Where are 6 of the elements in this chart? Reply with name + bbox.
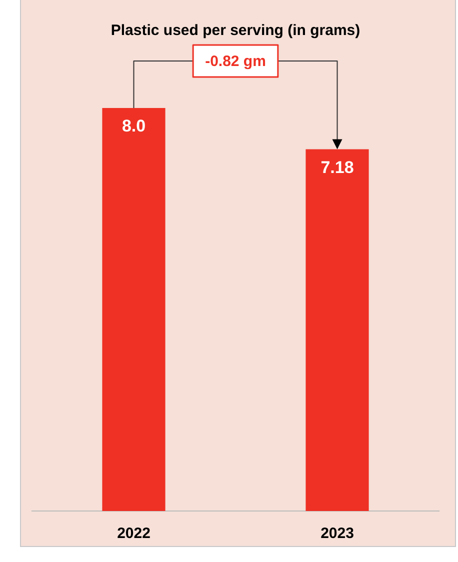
data-label: 7.18 bbox=[320, 158, 354, 177]
data-label: 8.0 bbox=[122, 116, 146, 136]
text: -0.82 gm bbox=[205, 53, 266, 70]
x-tick-label: 2023 bbox=[320, 525, 354, 542]
chart-title: Plastic used per serving (in grams) bbox=[110, 22, 360, 40]
x-tick-label: 2022 bbox=[117, 525, 150, 542]
